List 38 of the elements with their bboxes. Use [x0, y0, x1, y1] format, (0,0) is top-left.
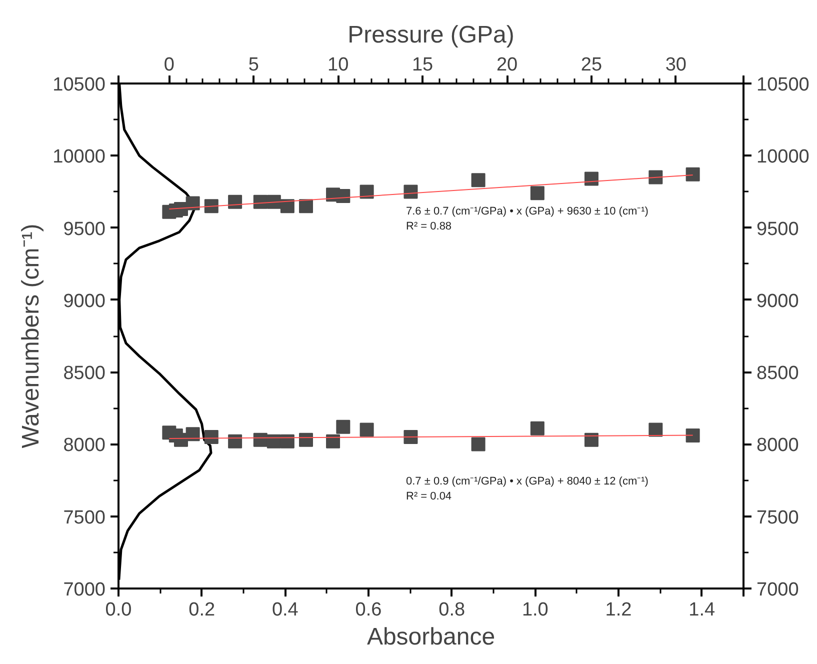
x2-tick-label: 15	[412, 54, 434, 76]
y2-tick-label: 10500	[756, 74, 810, 96]
y-axis-title: Wavenumbers (cm⁻¹)	[18, 224, 45, 448]
y-tick-label: 10500	[52, 74, 106, 96]
y2-tick-label: 8500	[756, 363, 799, 384]
x2-tick-label: 20	[496, 54, 518, 76]
y2-tick-label: 7500	[756, 507, 799, 528]
x2-tick-label: 25	[580, 54, 602, 76]
x-axis-title: Absorbance	[366, 624, 496, 650]
x2-tick-label: 30	[665, 54, 687, 76]
y2-tick-label: 8000	[756, 435, 799, 456]
x2-tick-label: 10	[328, 54, 349, 76]
y-tick-label: 8000	[63, 435, 106, 456]
annotation: 7.6 ± 0.7 (cm⁻¹/GPa) • x (GPa) + 9630 ± 10 (cm⁻¹)	[406, 205, 648, 218]
y-tick-label: 7000	[63, 580, 106, 600]
x-tick-label: 0.4	[272, 600, 299, 620]
x-tick-label: 1.4	[688, 600, 716, 620]
x-tick-label: 0.8	[438, 600, 466, 620]
y-tick-label: 9000	[63, 290, 106, 312]
y2-tick-label: 7000	[756, 580, 799, 600]
x-tick-label: 1.0	[522, 600, 548, 620]
y-tick-label: 10000	[52, 146, 106, 168]
y2-tick-label: 9500	[756, 218, 799, 240]
x-tick-label: 0.0	[105, 600, 132, 620]
x2-axis-title: Pressure (GPa)	[348, 22, 514, 48]
x2-tick-label: 5	[248, 54, 259, 76]
x2-tick-label: 0	[164, 54, 174, 76]
annotation: R² = 0.88	[406, 220, 452, 232]
annotation: R² = 0.04	[406, 490, 452, 503]
y-tick-label: 7500	[63, 507, 106, 528]
x-tick-label: 1.2	[605, 600, 632, 620]
x-tick-label: 0.2	[188, 600, 216, 620]
y2-tick-label: 10000	[756, 146, 810, 168]
x-tick-label: 0.6	[355, 600, 382, 620]
y2-tick-label: 9000	[756, 290, 799, 312]
y-tick-label: 9500	[63, 218, 106, 240]
y-tick-label: 8500	[63, 363, 106, 384]
annotation: 0.7 ± 0.9 (cm⁻¹/GPa) • x (GPa) + 8040 ± 12 (cm⁻¹)	[406, 476, 648, 488]
